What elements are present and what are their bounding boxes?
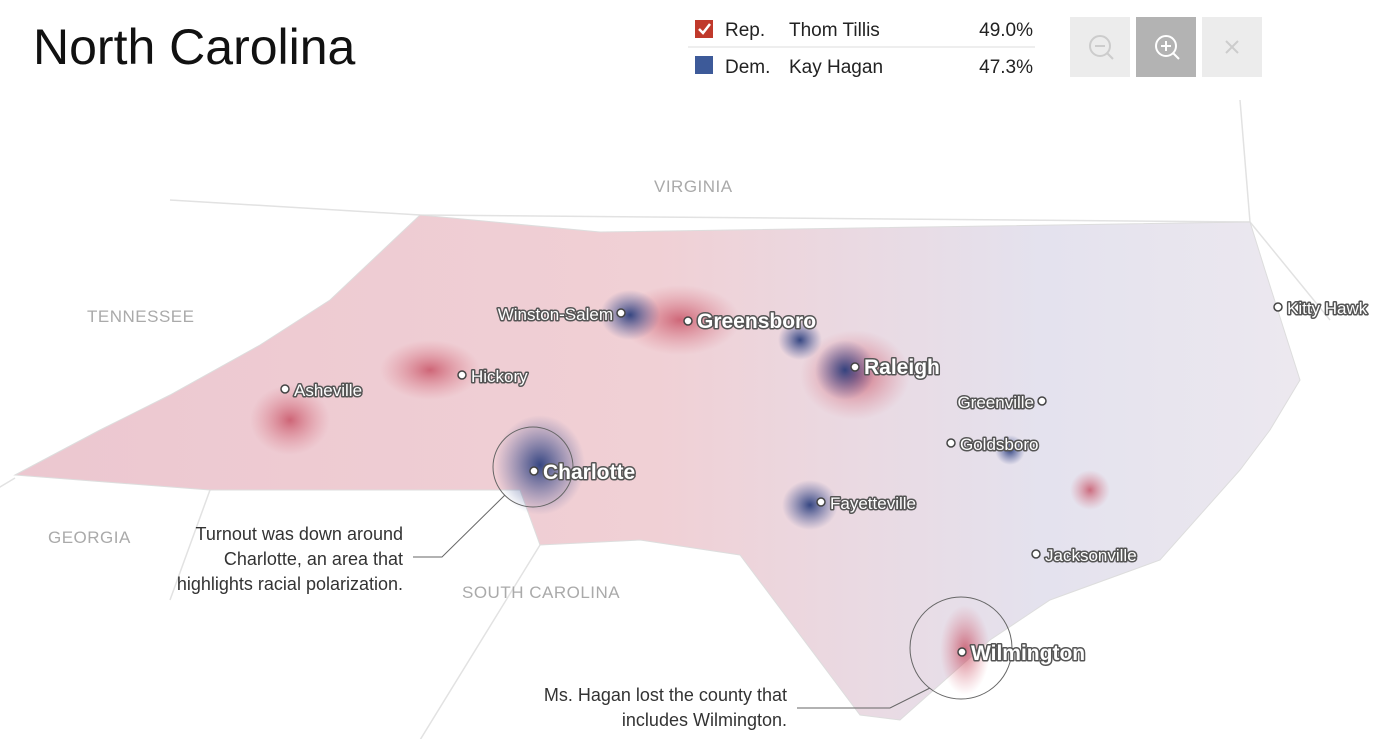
check-icon xyxy=(698,23,711,35)
checkbox-rep[interactable] xyxy=(695,20,713,38)
city-label: Greenville xyxy=(957,393,1034,412)
city-label: Raleigh xyxy=(864,356,940,379)
close-button[interactable] xyxy=(1202,17,1262,77)
border-lines xyxy=(0,99,1331,739)
north-carolina xyxy=(13,214,1301,721)
map: VIRGINIA TENNESSEE GEORGIA SOUTH CAROLIN… xyxy=(0,99,1369,739)
party: Dem. xyxy=(725,57,770,78)
state-label: SOUTH CAROLINA xyxy=(462,583,620,602)
highlight-circle xyxy=(909,596,1013,700)
candidate: Thom Tillis xyxy=(789,20,880,41)
leader-line xyxy=(797,687,931,709)
city-label: Wilmington xyxy=(971,642,1085,665)
state-label: GEORGIA xyxy=(48,528,131,547)
city-label: Asheville xyxy=(294,381,362,400)
candidate: Kay Hagan xyxy=(789,57,883,78)
city-label: Goldsboro xyxy=(960,435,1038,454)
vote-shading xyxy=(250,285,1110,695)
city-markers xyxy=(280,302,1283,657)
legend: Rep. Thom Tillis 49.0% Dem. Kay Hagan 47… xyxy=(688,20,1035,78)
city-label: Winston-Salem xyxy=(498,305,613,324)
city-label: Fayetteville xyxy=(830,494,916,513)
state-label: TENNESSEE xyxy=(87,307,194,326)
annotation: Turnout was down around Charlotte, an ar… xyxy=(177,524,403,594)
annotation-line: Turnout was down around xyxy=(196,524,403,544)
state-label: VIRGINIA xyxy=(654,177,733,196)
annotation-line: Charlotte, an area that xyxy=(224,549,403,569)
leader-line xyxy=(413,494,506,558)
annotation-line: Ms. Hagan lost the county that xyxy=(544,685,787,705)
zoom-in-button[interactable] xyxy=(1136,17,1196,77)
annotation-line: highlights racial polarization. xyxy=(177,574,403,594)
city-label: Kitty Hawk xyxy=(1287,299,1368,318)
annotation: Ms. Hagan lost the county that includes … xyxy=(544,685,787,730)
zoom-out-button[interactable] xyxy=(1070,17,1130,77)
city-label: Jacksonville xyxy=(1045,546,1137,565)
percent: 47.3% xyxy=(979,57,1033,78)
annotation-line: includes Wilmington. xyxy=(622,710,787,730)
swatch-dem xyxy=(695,56,713,74)
title: North Carolina xyxy=(33,19,356,75)
city-label: Charlotte xyxy=(543,461,635,484)
city-label: Greensboro xyxy=(697,310,816,333)
percent: 49.0% xyxy=(979,20,1033,41)
party: Rep. xyxy=(725,20,765,41)
city-label: Hickory xyxy=(471,367,528,386)
highlight-circle xyxy=(492,426,574,508)
